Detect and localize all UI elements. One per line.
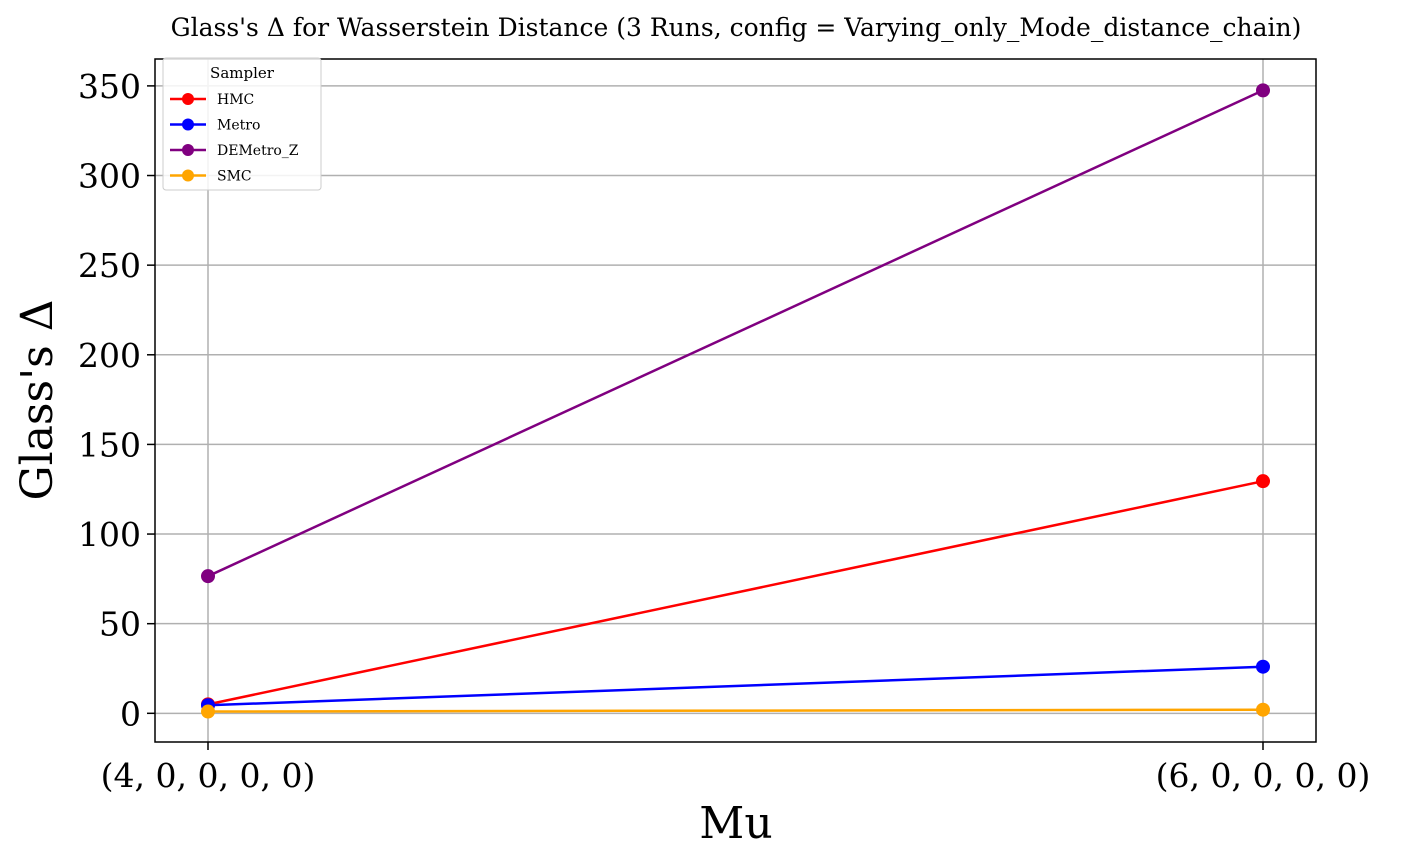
legend-items: HMC Metro DEMetro_Z SMC bbox=[170, 92, 299, 185]
legend-title: Sampler bbox=[210, 64, 275, 82]
legend-label: SMC bbox=[217, 169, 252, 185]
x-axis-label: Mu bbox=[699, 798, 772, 849]
legend-label: Metro bbox=[217, 118, 260, 134]
data-point-demetro-z bbox=[1256, 83, 1270, 98]
plot-frame bbox=[154, 58, 1317, 743]
y-axis-ticks: 0 50 100 150 200 250 300 350 bbox=[78, 67, 155, 733]
legend-marker bbox=[182, 118, 194, 131]
data-point-metro bbox=[1256, 659, 1270, 674]
y-tick-label: 200 bbox=[78, 336, 141, 375]
data-point-hmc bbox=[1256, 474, 1270, 489]
legend-marker bbox=[182, 93, 194, 105]
data-point-smc bbox=[1256, 702, 1270, 717]
x-tick-label: (4, 0, 0, 0, 0) bbox=[101, 756, 316, 795]
series-line-demetro-z bbox=[207, 89, 1264, 578]
legend-label: DEMetro_Z bbox=[217, 143, 299, 159]
y-tick-label: 250 bbox=[78, 246, 141, 285]
y-tick-label: 350 bbox=[78, 67, 141, 106]
legend-marker bbox=[182, 169, 194, 182]
legend-label: HMC bbox=[217, 92, 254, 108]
x-axis-ticks: (4, 0, 0, 0, 0) (6, 0, 0, 0, 0) bbox=[101, 742, 1371, 795]
x-tick-label: (6, 0, 0, 0, 0) bbox=[1156, 756, 1371, 795]
legend-marker bbox=[182, 144, 194, 156]
y-tick-label: 150 bbox=[78, 425, 141, 464]
y-tick-label: 300 bbox=[78, 157, 141, 196]
series-line-smc bbox=[207, 708, 1264, 713]
series-line-hmc bbox=[207, 479, 1264, 706]
y-tick-label: 100 bbox=[78, 515, 141, 554]
legend: Sampler HMC Metro DEMetro_Z SMC bbox=[162, 57, 322, 191]
y-axis-label: Glass's Δ bbox=[12, 299, 63, 500]
chart-title: Glass's Δ for Wasserstein Distance (3 Ru… bbox=[171, 13, 1302, 42]
y-tick-label: 50 bbox=[99, 605, 141, 644]
data-point-demetro-z bbox=[201, 569, 215, 584]
legend-box bbox=[162, 57, 322, 191]
grid bbox=[155, 59, 1316, 742]
series-group bbox=[201, 83, 1270, 719]
data-point-smc bbox=[201, 704, 215, 719]
y-tick-label: 0 bbox=[120, 694, 141, 733]
series-line-metro bbox=[207, 665, 1264, 707]
